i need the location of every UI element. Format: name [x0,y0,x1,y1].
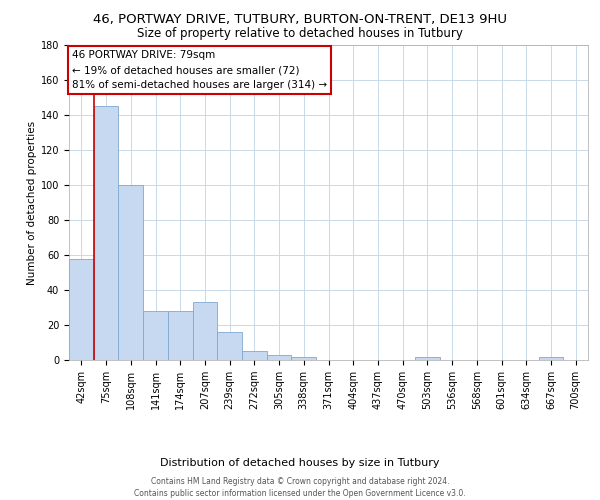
Bar [168,311,193,360]
Bar [267,355,292,360]
Text: Size of property relative to detached houses in Tutbury: Size of property relative to detached ho… [137,28,463,40]
Bar [217,332,242,360]
Y-axis label: Number of detached properties: Number of detached properties [26,120,37,284]
Bar [292,356,316,360]
Text: 46, PORTWAY DRIVE, TUTBURY, BURTON-ON-TRENT, DE13 9HU: 46, PORTWAY DRIVE, TUTBURY, BURTON-ON-TR… [93,12,507,26]
Text: 46 PORTWAY DRIVE: 79sqm
← 19% of detached houses are smaller (72)
81% of semi-de: 46 PORTWAY DRIVE: 79sqm ← 19% of detache… [72,50,327,90]
Bar [69,258,94,360]
Text: Distribution of detached houses by size in Tutbury: Distribution of detached houses by size … [160,458,440,468]
Text: Contains HM Land Registry data © Crown copyright and database right 2024.
Contai: Contains HM Land Registry data © Crown c… [134,476,466,498]
Bar [193,302,217,360]
Bar [539,356,563,360]
Bar [143,311,168,360]
Bar [415,356,440,360]
Bar [94,106,118,360]
Bar [118,185,143,360]
Bar [242,351,267,360]
